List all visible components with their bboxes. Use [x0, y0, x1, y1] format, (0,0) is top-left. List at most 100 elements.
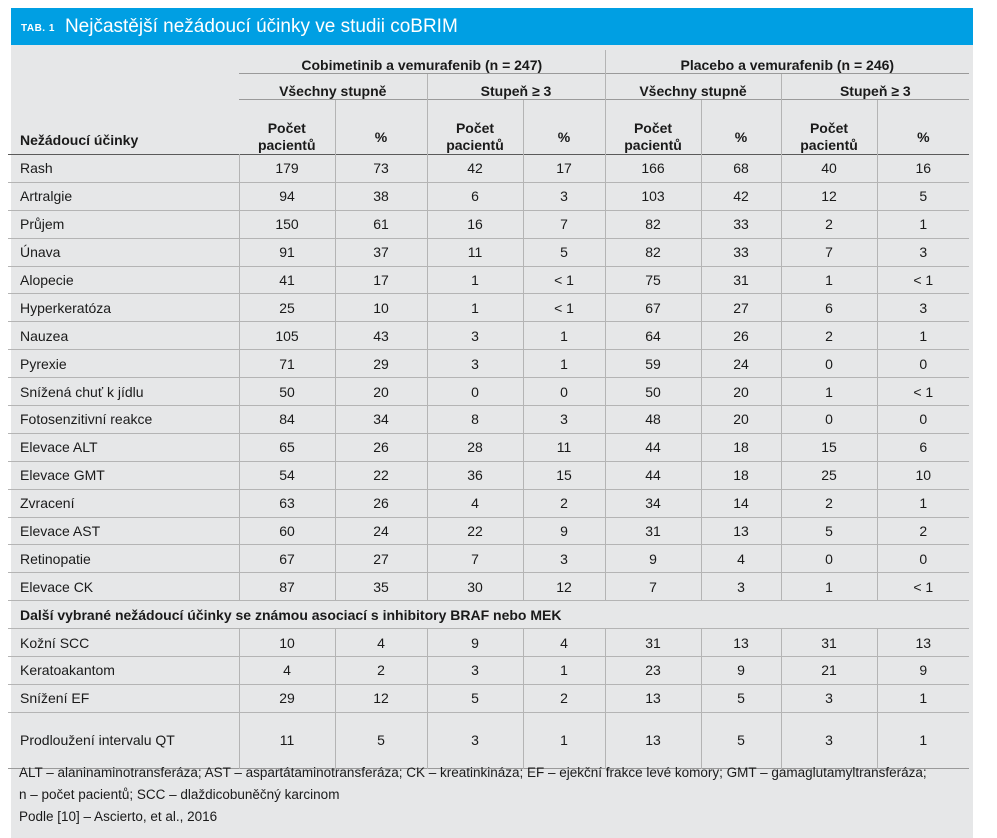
cell-percent: < 1: [876, 572, 970, 601]
cell-percent: 73: [334, 154, 427, 183]
cell-count: 75: [604, 266, 702, 294]
adverse-event-name: Průjem: [20, 216, 65, 233]
cell-percent: 27: [700, 293, 782, 322]
cell-count: 8: [426, 405, 523, 434]
cell-percent: 5: [522, 238, 606, 267]
adverse-events-table: Nežádoucí účinky Cobimetinib a vemurafen…: [8, 50, 970, 769]
adverse-event-name: Zvracení: [20, 495, 75, 512]
cell-percent: 1: [876, 321, 970, 350]
cell-percent: 2: [522, 684, 606, 713]
cell-count: 21: [780, 656, 878, 685]
adverse-event-name: Snížení EF: [20, 690, 90, 707]
cell-count: 82: [604, 238, 702, 267]
cell-percent: 4: [334, 628, 427, 657]
adverse-event-name: Elevace GMT: [20, 467, 105, 484]
table-title: Nejčastější nežádoucí účinky ve studii c…: [64, 15, 458, 37]
source-note: Podle [10] – Ascierto, et al., 2016: [19, 809, 218, 824]
cell-percent: 18: [700, 461, 782, 490]
cell-count: 42: [426, 154, 523, 183]
cell-percent: 34: [334, 405, 427, 434]
table-row: Nauzea 105 43 3 1 64 26 2 1: [8, 321, 970, 350]
cell-percent: 20: [700, 405, 782, 434]
group-header: Cobimetinib a vemurafenib (n = 247): [301, 57, 543, 73]
cell-count: 36: [426, 461, 523, 490]
cell-count: 7: [780, 238, 878, 267]
cell-percent: 3: [522, 182, 606, 211]
cell-count: 13: [604, 712, 702, 769]
adverse-event-name: Snížená chuť k jídlu: [20, 383, 144, 400]
table-row: Zvracení 63 26 4 2 34 14 2 1: [8, 489, 970, 518]
cell-count: 11: [238, 712, 335, 769]
table-row: Alopecie 41 17 1 < 1 75 31 1 < 1: [8, 266, 970, 294]
cell-count: 59: [604, 349, 702, 378]
table-row: Artralgie 94 38 6 3 103 42 12 5: [8, 182, 970, 211]
table-row: Kožní SCC 10 4 9 4 31 13 31 13: [8, 628, 970, 657]
cell-percent: 1: [876, 684, 970, 713]
cell-percent: 26: [334, 489, 427, 518]
cell-count: 179: [238, 154, 335, 183]
cell-count: 23: [604, 656, 702, 685]
cell-count: 150: [238, 210, 335, 239]
cell-count: 1: [426, 293, 523, 322]
section-row: Další vybrané nežádoucí účinky se známou…: [8, 600, 970, 629]
cell-count: 44: [604, 433, 702, 462]
cell-count: 31: [604, 628, 702, 657]
cell-percent: 35: [334, 572, 427, 601]
cell-percent: 11: [522, 433, 606, 462]
cell-percent: 13: [700, 517, 782, 545]
subgroup-header: Stupeň ≥ 3: [426, 73, 606, 100]
cell-percent: 4: [522, 628, 606, 657]
abbreviations-line-2: n – počet pacientů; SCC – dlaždicobuněčn…: [19, 787, 340, 802]
cell-count: 3: [426, 656, 523, 685]
subgroup-header: Všechny stupně: [239, 73, 427, 100]
cell-count: 71: [238, 349, 335, 378]
cell-percent: 24: [700, 349, 782, 378]
cell-count: 1: [426, 266, 523, 294]
cell-percent: < 1: [522, 266, 606, 294]
adverse-event-name: Alopecie: [20, 272, 74, 288]
subgroup-header: Všechny stupně: [604, 73, 782, 100]
cell-count: 65: [238, 433, 335, 462]
cell-percent: 38: [334, 182, 427, 211]
cell-percent: 9: [876, 656, 970, 685]
cell-count: 6: [780, 293, 878, 322]
cell-percent: 33: [700, 210, 782, 239]
cell-percent: 14: [700, 489, 782, 518]
cell-count: 31: [780, 628, 878, 657]
cell-percent: 6: [876, 433, 970, 462]
cell-percent: 3: [522, 544, 606, 573]
cell-percent: 16: [876, 154, 970, 183]
cell-count: 166: [604, 154, 702, 183]
cell-count: 103: [604, 182, 702, 211]
cell-count: 0: [780, 349, 878, 378]
cell-percent: 61: [334, 210, 427, 239]
cell-count: 44: [604, 461, 702, 490]
row-header: Nežádoucí účinky: [20, 132, 139, 148]
col-header-count: Počet pacientů: [239, 99, 335, 155]
cell-percent: 26: [334, 433, 427, 462]
cell-percent: 10: [334, 293, 427, 322]
table-footnote: ALT – alaninaminotransferáza; AST – aspa…: [19, 762, 927, 828]
cell-percent: 1: [876, 489, 970, 518]
cell-count: 5: [780, 517, 878, 545]
adverse-event-name: Artralgie: [20, 188, 73, 205]
table-row: Elevace ALT 65 26 28 11 44 18 15 6: [8, 433, 970, 462]
cell-count: 30: [426, 572, 523, 601]
cell-percent: 20: [700, 377, 782, 406]
cell-count: 28: [426, 433, 523, 462]
cell-count: 25: [238, 293, 335, 322]
table-number: TAB. 1: [21, 22, 55, 34]
col-header-percent: %: [334, 99, 427, 155]
table-row: Snížení EF 29 12 5 2 13 5 3 1: [8, 684, 970, 713]
cell-percent: 43: [334, 321, 427, 350]
cell-count: 41: [238, 266, 335, 294]
cell-count: 67: [604, 293, 702, 322]
cell-count: 9: [426, 628, 523, 657]
cell-count: 105: [238, 321, 335, 350]
cell-count: 3: [780, 712, 878, 769]
cell-count: 50: [604, 377, 702, 406]
cell-count: 1: [780, 266, 878, 294]
cell-count: 3: [426, 349, 523, 378]
cell-percent: 13: [876, 628, 970, 657]
cell-count: 16: [426, 210, 523, 239]
